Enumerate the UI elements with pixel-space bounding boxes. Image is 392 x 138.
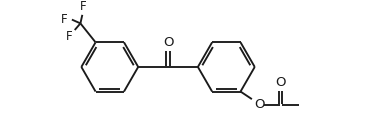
Text: O: O: [275, 76, 285, 89]
Text: F: F: [61, 13, 68, 26]
Text: O: O: [163, 36, 173, 49]
Text: F: F: [66, 30, 73, 43]
Text: F: F: [80, 0, 87, 13]
Text: O: O: [254, 98, 265, 111]
